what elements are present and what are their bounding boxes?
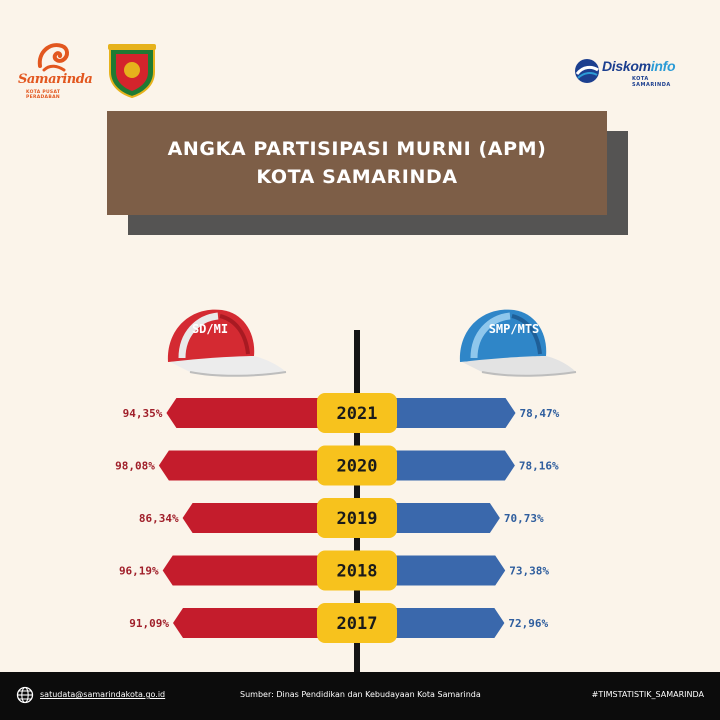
year-label-2021: 2021: [337, 404, 378, 424]
footer-email-link[interactable]: satudata@samarindakota.go.id: [40, 690, 166, 699]
label-smp-2020: 78,16%: [519, 460, 559, 473]
bar-sd-2020: [158, 450, 357, 481]
label-smp-2019: 70,73%: [504, 512, 544, 525]
samarinda-logo-tagline: KOTA PUSAT PERADABAN: [26, 90, 61, 100]
diskominfo-name-a: Diskom: [602, 58, 651, 74]
diskominfo-name-b: info: [650, 58, 676, 74]
legend-smp-cap: SMP/MTS: [450, 300, 580, 380]
bar-sd-2017: [172, 608, 357, 638]
footer-hashtag: #TIMSTATISTIK_SAMARINDA: [591, 690, 704, 699]
year-badge-2019: [317, 498, 397, 538]
diskominfo-logo: Diskominfo KOTA SAMARINDA: [574, 56, 686, 88]
label-sd-2017: 91,09%: [129, 617, 169, 630]
year-badge-2020: [317, 445, 397, 486]
label-sd-2019: 86,34%: [139, 512, 179, 525]
label-smp-2021: 78,47%: [520, 407, 560, 420]
year-badge-2018: [317, 550, 397, 591]
label-sd-2018: 96,19%: [119, 565, 159, 578]
red-cap-icon: [167, 309, 287, 377]
samarinda-swirl-icon: [37, 43, 69, 72]
diskominfo-logo-sub: KOTA SAMARINDA: [632, 76, 671, 88]
year-label-2020: 2020: [337, 457, 378, 477]
label-sd-2021: 94,35%: [123, 407, 163, 420]
label-sd-2020: 98,08%: [115, 460, 155, 473]
title-box: ANGKA PARTISIPASI MURNI (APM) KOTA SAMAR…: [107, 111, 607, 215]
page-title-line2: KOTA SAMARINDA: [256, 166, 458, 188]
samarinda-logo: Samarinda KOTA PUSAT PERADABAN: [16, 40, 93, 102]
bar-sd-2021: [166, 398, 357, 428]
label-smp-2018: 73,38%: [509, 565, 549, 578]
legend-sd-cap: SD/MI: [160, 300, 290, 380]
bar-sd-2019: [182, 503, 357, 533]
year-badge-2021: [317, 393, 397, 433]
blue-cap-icon: [459, 309, 577, 377]
bar-sd-2018: [162, 555, 357, 586]
footer-source: Sumber: Dinas Pendidikan dan Kebudayaan …: [240, 690, 481, 699]
legend-sd-label: SD/MI: [191, 322, 229, 336]
page-title-line1: ANGKA PARTISIPASI MURNI (APM): [167, 138, 547, 160]
legend-smp-label: SMP/MTS: [488, 322, 540, 336]
year-label-2019: 2019: [337, 509, 378, 529]
diskominfo-globe-icon: [575, 59, 599, 83]
label-smp-2017: 72,96%: [508, 617, 548, 630]
globe-icon: [16, 686, 34, 704]
year-label-2017: 2017: [337, 614, 378, 634]
year-badge-2017: [317, 603, 397, 643]
diskominfo-logo-name: Diskominfo: [602, 58, 676, 74]
year-label-2018: 2018: [337, 562, 378, 582]
samarinda-logo-word: Samarinda: [18, 72, 93, 87]
footer: satudata@samarindakota.go.id Sumber: Din…: [0, 672, 720, 720]
city-crest-icon: [108, 44, 156, 98]
